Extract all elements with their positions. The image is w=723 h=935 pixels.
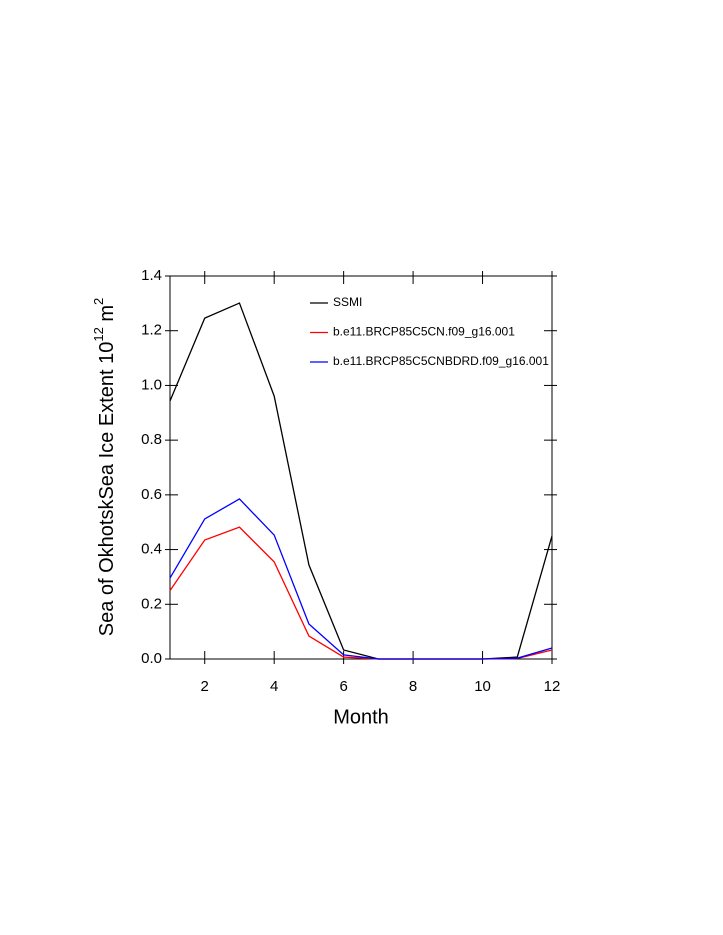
y-axis-title: Sea of OkhotskSea Ice Extent 1012 m2 [91, 298, 118, 637]
series-line [169, 498, 553, 660]
x-tick-label: 2 [201, 678, 209, 695]
y-tick-label: 1.2 [141, 322, 162, 339]
y-title-exponent: 12 [91, 327, 106, 341]
x-axis-title: Month [333, 706, 389, 728]
y-tick-label: 1.0 [141, 376, 162, 393]
y-title-unit-exponent: 2 [91, 298, 106, 305]
legend-label: b.e11.BRCP85C5CNBDRD.f09_g16.001 [333, 354, 549, 368]
y-tick-label: 0.8 [141, 431, 162, 448]
y-tick-label: 0.6 [141, 486, 162, 503]
y-tick-label: 0.2 [141, 595, 162, 612]
y-tick-label: 1.4 [141, 267, 162, 284]
y-title-main: Sea of OkhotskSea Ice Extent 10 [96, 342, 118, 637]
series-line [169, 526, 553, 660]
legend-label: b.e11.BRCP85C5CN.f09_g16.001 [333, 325, 515, 339]
legend-label: SSMI [333, 295, 362, 309]
x-tick-label: 6 [339, 678, 347, 695]
y-tick-label: 0.0 [141, 650, 162, 667]
y-tick-label: 0.4 [141, 541, 162, 558]
x-tick-label: 4 [270, 678, 278, 695]
x-tick-label: 8 [409, 678, 417, 695]
x-tick-label: 12 [544, 678, 561, 695]
y-title-unit: m [96, 305, 118, 327]
plot-frame [169, 275, 553, 660]
x-tick-label: 10 [474, 678, 491, 695]
